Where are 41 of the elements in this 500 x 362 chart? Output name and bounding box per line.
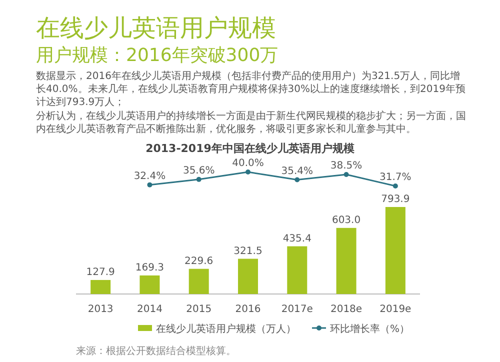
text: 在线少儿英语用户规模 — [36, 14, 276, 42]
data-label: 35.6% — [182, 165, 215, 176]
bar — [238, 258, 258, 294]
data-label: 603.0 — [332, 214, 361, 226]
x-tick-label: 2019e — [380, 304, 412, 315]
data-label: 793.9 — [381, 194, 410, 205]
legend-label: 在线少儿英语用户规模（万人） — [156, 323, 296, 335]
x-tick-label: 2013 — [88, 304, 114, 315]
bar — [287, 246, 308, 294]
text: 数据显示，2016年在线少儿英语用户规模（包括非付费产品的使用用户）为321.5万人，同比增长40.0%。未来几年，在线少儿英语教育用户规模将保持30%以上的速度继续增长，到2019年预计达到793.9万人； — [36, 70, 466, 109]
point — [147, 182, 152, 188]
source-note: 来源：根据公开数据结合模型核算。 — [76, 345, 236, 357]
bar — [336, 228, 356, 294]
data-label: 127.9 — [86, 266, 115, 278]
text: 分析认为，在线少儿英语用户的持续增长一方面是由于新生代网民规模的稳步扩大；另一方面，国内在线少儿英语教育产品不断推陈出新，优化服务，将吸引更多家长和儿童参与其中。 — [36, 110, 467, 136]
bar — [140, 275, 160, 294]
data-label: 31.7% — [380, 172, 412, 183]
text: 用户规模：2016年突破300万 — [36, 45, 278, 66]
data-label: 229.6 — [184, 256, 214, 267]
x-tick-label: 2018e — [330, 304, 362, 315]
bar — [90, 280, 111, 294]
point — [196, 176, 202, 182]
data-label: 35.4% — [281, 166, 314, 177]
point — [294, 177, 300, 182]
bar — [385, 207, 406, 294]
data-label: 32.4% — [134, 170, 166, 182]
point — [246, 170, 250, 174]
data-label: 321.5 — [234, 246, 262, 257]
x-tick-label: 2015 — [186, 304, 212, 315]
text: 2013-2019年中国在线少儿英语用户规模 — [146, 142, 356, 155]
data-label: 38.5% — [330, 160, 362, 172]
point — [392, 184, 398, 188]
bar — [188, 268, 209, 294]
point — [344, 172, 349, 178]
legend-label: 环比增长率（%） — [330, 323, 410, 335]
x-tick-label: 2016 — [235, 304, 261, 315]
x-tick-label: 2017e — [281, 304, 313, 315]
data-label: 435.4 — [282, 233, 312, 244]
x-tick-label: 2014 — [136, 304, 162, 315]
data-label: 40.0% — [232, 158, 264, 169]
data-label: 169.3 — [135, 262, 164, 274]
